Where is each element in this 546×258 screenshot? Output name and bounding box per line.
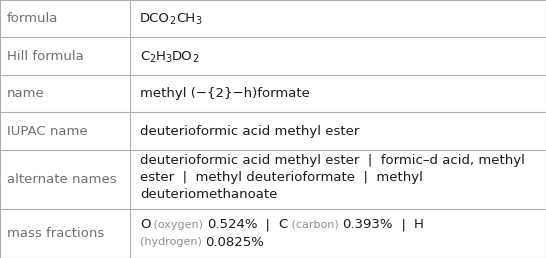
Text: alternate names: alternate names — [7, 173, 116, 186]
Text: deuterioformic acid methyl ester: deuterioformic acid methyl ester — [140, 125, 359, 138]
Text: H: H — [414, 218, 424, 231]
Text: 0.393%: 0.393% — [342, 218, 393, 231]
Text: |: | — [393, 218, 414, 231]
Text: 2: 2 — [170, 16, 176, 26]
Text: DO: DO — [171, 50, 192, 63]
Text: IUPAC name: IUPAC name — [7, 125, 87, 138]
Text: Hill formula: Hill formula — [7, 50, 84, 63]
Text: |: | — [257, 218, 278, 231]
Text: CH: CH — [176, 12, 195, 25]
Text: (hydrogen): (hydrogen) — [140, 237, 205, 247]
Text: (oxygen): (oxygen) — [150, 220, 207, 230]
Text: DCO: DCO — [140, 12, 170, 25]
Text: 0.0825%: 0.0825% — [205, 236, 264, 249]
Text: C: C — [278, 218, 288, 231]
Text: H: H — [155, 50, 165, 63]
Text: 0.524%: 0.524% — [207, 218, 257, 231]
Text: C: C — [140, 50, 149, 63]
Text: 3: 3 — [165, 54, 171, 64]
Text: (carbon): (carbon) — [288, 220, 342, 230]
Text: methyl (−{2}−h)formate: methyl (−{2}−h)formate — [140, 87, 310, 100]
Text: deuterioformic acid methyl ester  |  formic–d acid, methyl: deuterioformic acid methyl ester | formi… — [140, 154, 525, 167]
Text: formula: formula — [7, 12, 58, 25]
Text: O: O — [140, 218, 150, 231]
Text: 2: 2 — [149, 54, 155, 64]
Text: 3: 3 — [195, 16, 201, 26]
Text: name: name — [7, 87, 44, 100]
Text: 2: 2 — [192, 54, 198, 64]
Text: deuteriomethanoate: deuteriomethanoate — [140, 188, 277, 201]
Text: ester  |  methyl deuterioformate  |  methyl: ester | methyl deuterioformate | methyl — [140, 171, 423, 184]
Text: mass fractions: mass fractions — [7, 227, 104, 240]
